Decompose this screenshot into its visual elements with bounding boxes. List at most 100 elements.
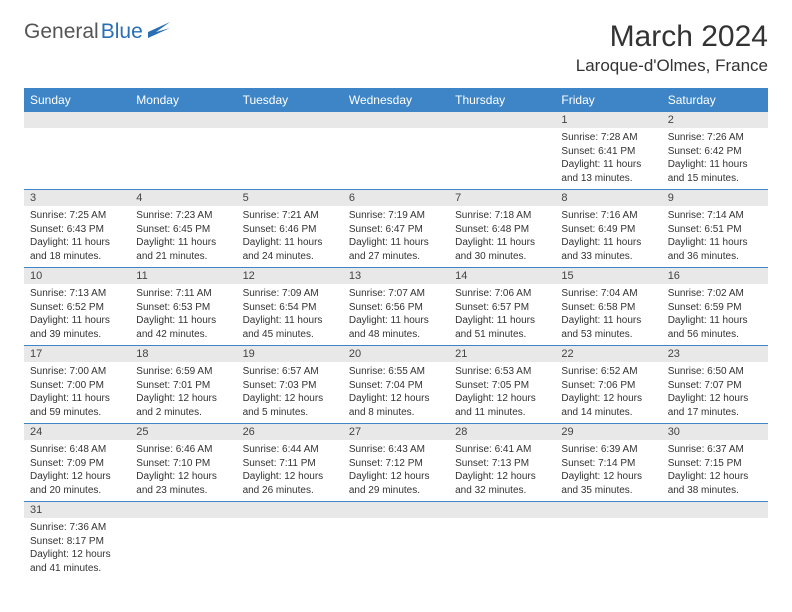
day-number: 13 xyxy=(343,268,449,284)
daylight-text-1: Daylight: 12 hours xyxy=(136,470,230,484)
day-content: Sunrise: 7:36 AMSunset: 8:17 PMDaylight:… xyxy=(24,518,130,579)
sunrise-text: Sunrise: 7:36 AM xyxy=(30,521,124,535)
day-number: 20 xyxy=(343,346,449,362)
day-content: Sunrise: 6:41 AMSunset: 7:13 PMDaylight:… xyxy=(449,440,555,501)
sunset-text: Sunset: 6:47 PM xyxy=(349,223,443,237)
daylight-text-2: and 32 minutes. xyxy=(455,484,549,498)
day-content: Sunrise: 6:43 AMSunset: 7:12 PMDaylight:… xyxy=(343,440,449,501)
calendar-cell: 29Sunrise: 6:39 AMSunset: 7:14 PMDayligh… xyxy=(555,424,661,502)
sunrise-text: Sunrise: 6:50 AM xyxy=(668,365,762,379)
daylight-text-1: Daylight: 12 hours xyxy=(455,470,549,484)
calendar-cell-empty xyxy=(237,112,343,190)
calendar-body: 1Sunrise: 7:28 AMSunset: 6:41 PMDaylight… xyxy=(24,112,768,579)
daynum-empty xyxy=(24,112,130,128)
day-content: Sunrise: 7:04 AMSunset: 6:58 PMDaylight:… xyxy=(555,284,661,345)
day-content: Sunrise: 6:59 AMSunset: 7:01 PMDaylight:… xyxy=(130,362,236,423)
daylight-text-1: Daylight: 11 hours xyxy=(668,158,762,172)
sunset-text: Sunset: 6:56 PM xyxy=(349,301,443,315)
daylight-text-2: and 27 minutes. xyxy=(349,250,443,264)
daynum-empty xyxy=(449,112,555,128)
logo-text-2: Blue xyxy=(101,20,143,44)
sunrise-text: Sunrise: 7:00 AM xyxy=(30,365,124,379)
sunset-text: Sunset: 7:05 PM xyxy=(455,379,549,393)
daynum-empty xyxy=(130,112,236,128)
daylight-text-1: Daylight: 11 hours xyxy=(455,236,549,250)
daylight-text-1: Daylight: 11 hours xyxy=(30,236,124,250)
sunrise-text: Sunrise: 7:23 AM xyxy=(136,209,230,223)
calendar-cell: 13 Sunrise: 7:07 AMSunset: 6:56 PMDayligh… xyxy=(343,268,449,346)
sunrise-text: Sunrise: 6:55 AM xyxy=(349,365,443,379)
calendar-cell-empty xyxy=(449,112,555,190)
calendar-cell: 31Sunrise: 7:36 AMSunset: 8:17 PMDayligh… xyxy=(24,502,130,580)
calendar-cell: 3Sunrise: 7:25 AMSunset: 6:43 PMDaylight… xyxy=(24,190,130,268)
sunset-text: Sunset: 7:12 PM xyxy=(349,457,443,471)
daylight-text-2: and 51 minutes. xyxy=(455,328,549,342)
daynum-empty xyxy=(237,112,343,128)
sunrise-text: Sunrise: 7:16 AM xyxy=(561,209,655,223)
sunset-text: Sunset: 7:15 PM xyxy=(668,457,762,471)
sunset-text: Sunset: 7:14 PM xyxy=(561,457,655,471)
day-content: Sunrise: 7:26 AMSunset: 6:42 PMDaylight:… xyxy=(662,128,768,189)
day-content: Sunrise: 6:57 AMSunset: 7:03 PMDaylight:… xyxy=(237,362,343,423)
day-number: 22 xyxy=(555,346,661,362)
sunset-text: Sunset: 6:52 PM xyxy=(30,301,124,315)
day-number: 9 xyxy=(662,190,768,206)
calendar-row: 3Sunrise: 7:25 AMSunset: 6:43 PMDaylight… xyxy=(24,190,768,268)
calendar-cell: 12Sunrise: 7:09 AMSunset: 6:54 PMDayligh… xyxy=(237,268,343,346)
sunrise-text: Sunrise: 7:14 AM xyxy=(668,209,762,223)
title-block: March 2024 Laroque-d'Olmes, France xyxy=(576,20,768,76)
daylight-text-1: Daylight: 11 hours xyxy=(30,392,124,406)
daylight-text-1: Daylight: 12 hours xyxy=(455,392,549,406)
day-content: Sunrise: 6:37 AMSunset: 7:15 PMDaylight:… xyxy=(662,440,768,501)
calendar-row: 31Sunrise: 7:36 AMSunset: 8:17 PMDayligh… xyxy=(24,502,768,580)
day-number: 7 xyxy=(449,190,555,206)
daylight-text-2: and 24 minutes. xyxy=(243,250,337,264)
sunrise-text: Sunrise: 6:52 AM xyxy=(561,365,655,379)
weekday-row: SundayMondayTuesdayWednesdayThursdayFrid… xyxy=(24,88,768,112)
daylight-text-1: Daylight: 11 hours xyxy=(668,236,762,250)
sunrise-text: Sunrise: 7:02 AM xyxy=(668,287,762,301)
daylight-text-2: and 39 minutes. xyxy=(30,328,124,342)
daylight-text-1: Daylight: 11 hours xyxy=(349,314,443,328)
sunrise-text: Sunrise: 6:48 AM xyxy=(30,443,124,457)
day-number: 23 xyxy=(662,346,768,362)
daynum-empty xyxy=(343,502,449,518)
day-content: Sunrise: 7:21 AMSunset: 6:46 PMDaylight:… xyxy=(237,206,343,267)
day-content: Sunrise: 6:46 AMSunset: 7:10 PMDaylight:… xyxy=(130,440,236,501)
daylight-text-2: and 20 minutes. xyxy=(30,484,124,498)
calendar-cell: 17Sunrise: 7:00 AMSunset: 7:00 PMDayligh… xyxy=(24,346,130,424)
month-title: March 2024 xyxy=(576,20,768,54)
daynum-empty xyxy=(449,502,555,518)
daynum-empty xyxy=(343,112,449,128)
day-content: Sunrise: 6:53 AMSunset: 7:05 PMDaylight:… xyxy=(449,362,555,423)
calendar-cell: 20Sunrise: 6:55 AMSunset: 7:04 PMDayligh… xyxy=(343,346,449,424)
daylight-text-2: and 5 minutes. xyxy=(243,406,337,420)
day-number: 27 xyxy=(343,424,449,440)
calendar-cell: 10Sunrise: 7:13 AMSunset: 6:52 PMDayligh… xyxy=(24,268,130,346)
calendar-cell: 21Sunrise: 6:53 AMSunset: 7:05 PMDayligh… xyxy=(449,346,555,424)
day-number: 18 xyxy=(130,346,236,362)
day-number: 5 xyxy=(237,190,343,206)
daylight-text-1: Daylight: 11 hours xyxy=(30,314,124,328)
day-number: 21 xyxy=(449,346,555,362)
daylight-text-2: and 14 minutes. xyxy=(561,406,655,420)
daylight-text-2: and 48 minutes. xyxy=(349,328,443,342)
flag-icon xyxy=(148,20,170,44)
sunrise-text: Sunrise: 7:07 AM xyxy=(349,287,443,301)
day-number: 30 xyxy=(662,424,768,440)
calendar-cell: 30Sunrise: 6:37 AMSunset: 7:15 PMDayligh… xyxy=(662,424,768,502)
day-content: Sunrise: 7:25 AMSunset: 6:43 PMDaylight:… xyxy=(24,206,130,267)
day-number: 15 xyxy=(555,268,661,284)
sunset-text: Sunset: 7:03 PM xyxy=(243,379,337,393)
day-number: 4 xyxy=(130,190,236,206)
daylight-text-1: Daylight: 12 hours xyxy=(668,470,762,484)
sunrise-text: Sunrise: 7:28 AM xyxy=(561,131,655,145)
sunset-text: Sunset: 7:11 PM xyxy=(243,457,337,471)
day-number: 3 xyxy=(24,190,130,206)
day-content: Sunrise: 7:13 AMSunset: 6:52 PMDaylight:… xyxy=(24,284,130,345)
calendar-cell: 24Sunrise: 6:48 AMSunset: 7:09 PMDayligh… xyxy=(24,424,130,502)
daylight-text-1: Daylight: 12 hours xyxy=(30,548,124,562)
day-number: 8 xyxy=(555,190,661,206)
sunset-text: Sunset: 6:48 PM xyxy=(455,223,549,237)
sunrise-text: Sunrise: 7:18 AM xyxy=(455,209,549,223)
